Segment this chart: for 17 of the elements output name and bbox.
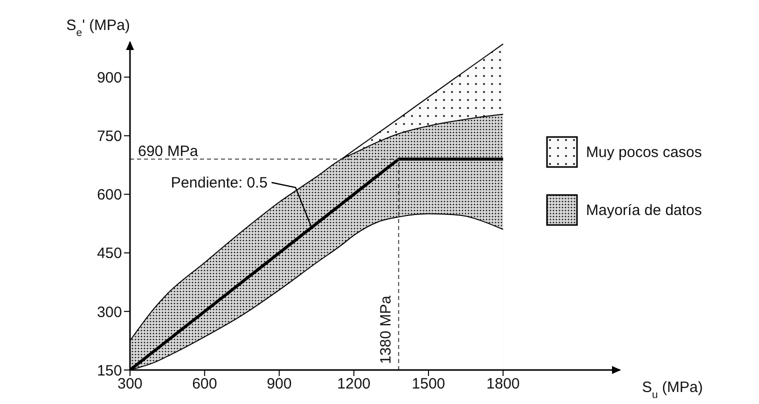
y-tick-label: 600: [96, 186, 122, 204]
x-tick-label: 1800: [486, 376, 520, 393]
x-tick-label: 1200: [337, 376, 371, 393]
x-axis-title: S$_{u}$ (MPa): [642, 379, 703, 401]
x-tick-label: 1500: [412, 376, 446, 393]
annotation: Pendiente: 0.5: [170, 174, 268, 192]
y-tick-label: 450: [96, 245, 122, 262]
legend-label: Muy pocos casos: [586, 144, 702, 160]
ref-line-label: 1380 MPa: [378, 294, 395, 364]
legend-label: Mayoría de datos: [586, 202, 702, 218]
x-tick-label: 600: [192, 376, 218, 393]
y-tick-label: 900: [96, 69, 122, 86]
y-tick-label: 300: [96, 304, 122, 321]
y-tick-label: 750: [96, 128, 122, 146]
ref-line-label: 690 MPa: [138, 142, 199, 160]
x-tick-label: 900: [266, 376, 292, 393]
y-axis-title: S$_{e}$' (MPa): [66, 17, 130, 39]
